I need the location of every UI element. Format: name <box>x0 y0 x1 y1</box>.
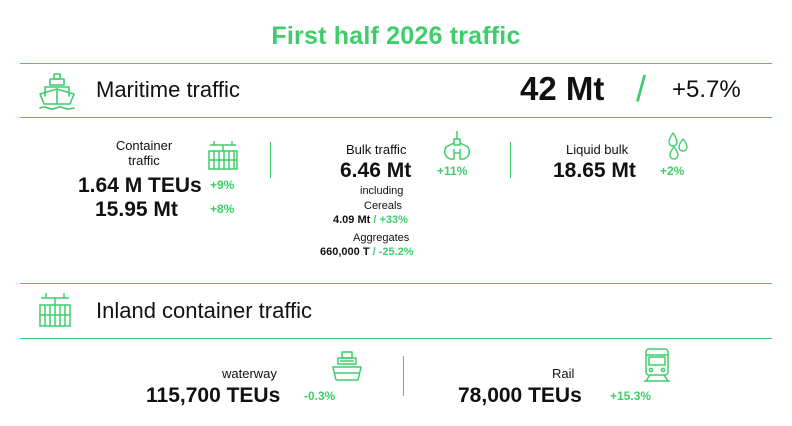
rail-value: 78,000 TEUs <box>458 384 582 407</box>
container-label-line1: Container <box>115 138 173 153</box>
divider-inland <box>20 338 772 339</box>
rail-change: +15.3% <box>610 389 652 403</box>
container-tonnage-change: +8% <box>210 202 235 216</box>
waterway-value: 115,700 TEUs <box>146 384 281 407</box>
container-icon <box>37 292 73 330</box>
waterway-change: -0.3% <box>304 389 336 403</box>
divider-maritime <box>20 117 772 118</box>
divider-vertical-3 <box>403 356 404 396</box>
bulk-change: +11% <box>437 164 468 178</box>
grab-bucket-icon <box>440 131 474 161</box>
maritime-total: 42 Mt <box>520 70 605 107</box>
aggregates-label: Aggregates <box>353 232 410 244</box>
cereals-value: 4.09 Mt <box>333 214 371 226</box>
container-teus: 1.64 M TEUs <box>78 174 202 197</box>
divider-vertical-1 <box>270 142 271 178</box>
page-title: First half 2026 traffic <box>271 22 521 50</box>
aggregates-value: 660,000 T <box>320 246 370 258</box>
cereals-row: 4.09 Mt / +33% <box>333 214 408 226</box>
rail-label: Rail <box>552 366 575 381</box>
bulk-including: including <box>360 185 404 197</box>
divider-top <box>20 63 772 64</box>
divider-inland-top <box>20 283 772 284</box>
bulk-value: 6.46 Mt <box>340 159 412 182</box>
maritime-separator: / <box>636 68 647 109</box>
aggregates-change: -25.2% <box>378 246 414 258</box>
ship-icon <box>38 72 76 110</box>
container-label-line2: traffic <box>128 153 160 168</box>
barge-icon <box>330 350 364 384</box>
container-label: Container traffic <box>90 138 198 168</box>
container-crane-icon <box>206 139 240 173</box>
cereals-separator: / <box>373 214 377 226</box>
waterway-label: waterway <box>222 366 277 381</box>
liquid-value: 18.65 Mt <box>553 159 636 182</box>
divider-vertical-2 <box>510 142 511 178</box>
liquid-change: +2% <box>660 164 685 178</box>
maritime-title: Maritime traffic <box>96 77 240 102</box>
maritime-change: +5.7% <box>672 76 741 103</box>
aggregates-row: 660,000 T / -25.2% <box>320 246 414 258</box>
container-teus-change: +9% <box>210 178 235 192</box>
aggregates-separator: / <box>372 246 376 258</box>
inland-title: Inland container traffic <box>96 298 313 323</box>
liquid-drops-icon <box>665 131 691 160</box>
bulk-label: Bulk traffic <box>346 142 407 157</box>
container-tonnage: 15.95 Mt <box>95 198 178 221</box>
train-icon <box>642 347 672 383</box>
cereals-change: +33% <box>379 214 408 226</box>
liquid-label: Liquid bulk <box>566 142 629 157</box>
cereals-label: Cereals <box>364 200 402 212</box>
